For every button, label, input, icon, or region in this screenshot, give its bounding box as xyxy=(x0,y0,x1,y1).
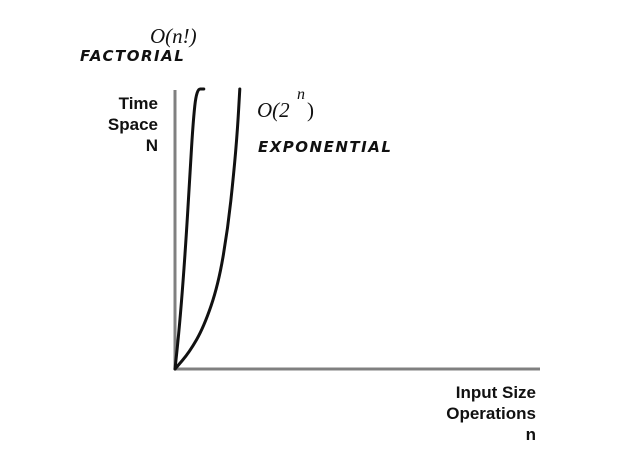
curves-group xyxy=(173,87,242,371)
exponential-notation-close: ) xyxy=(307,98,314,122)
y-axis-label-line-3: N xyxy=(145,136,158,155)
exponential-label: EXPONENTIAL xyxy=(258,138,393,156)
factorial-curve xyxy=(173,87,206,371)
factorial-notation: O(n!) xyxy=(150,24,197,48)
exponential-notation-base: O(2 xyxy=(257,98,290,122)
x-axis-label-line-1: Input Size xyxy=(455,383,536,402)
x-axis-label-line-3: n xyxy=(525,425,536,444)
y-axis-label-line-2: Space xyxy=(107,115,158,134)
factorial-label: FACTORIAL xyxy=(80,47,186,65)
exponential-curve xyxy=(173,87,242,371)
exponential-notation-exponent: n xyxy=(297,86,305,103)
x-axis-label-line-2: Operations xyxy=(446,404,536,423)
y-axis-label-line-1: Time xyxy=(118,94,158,113)
